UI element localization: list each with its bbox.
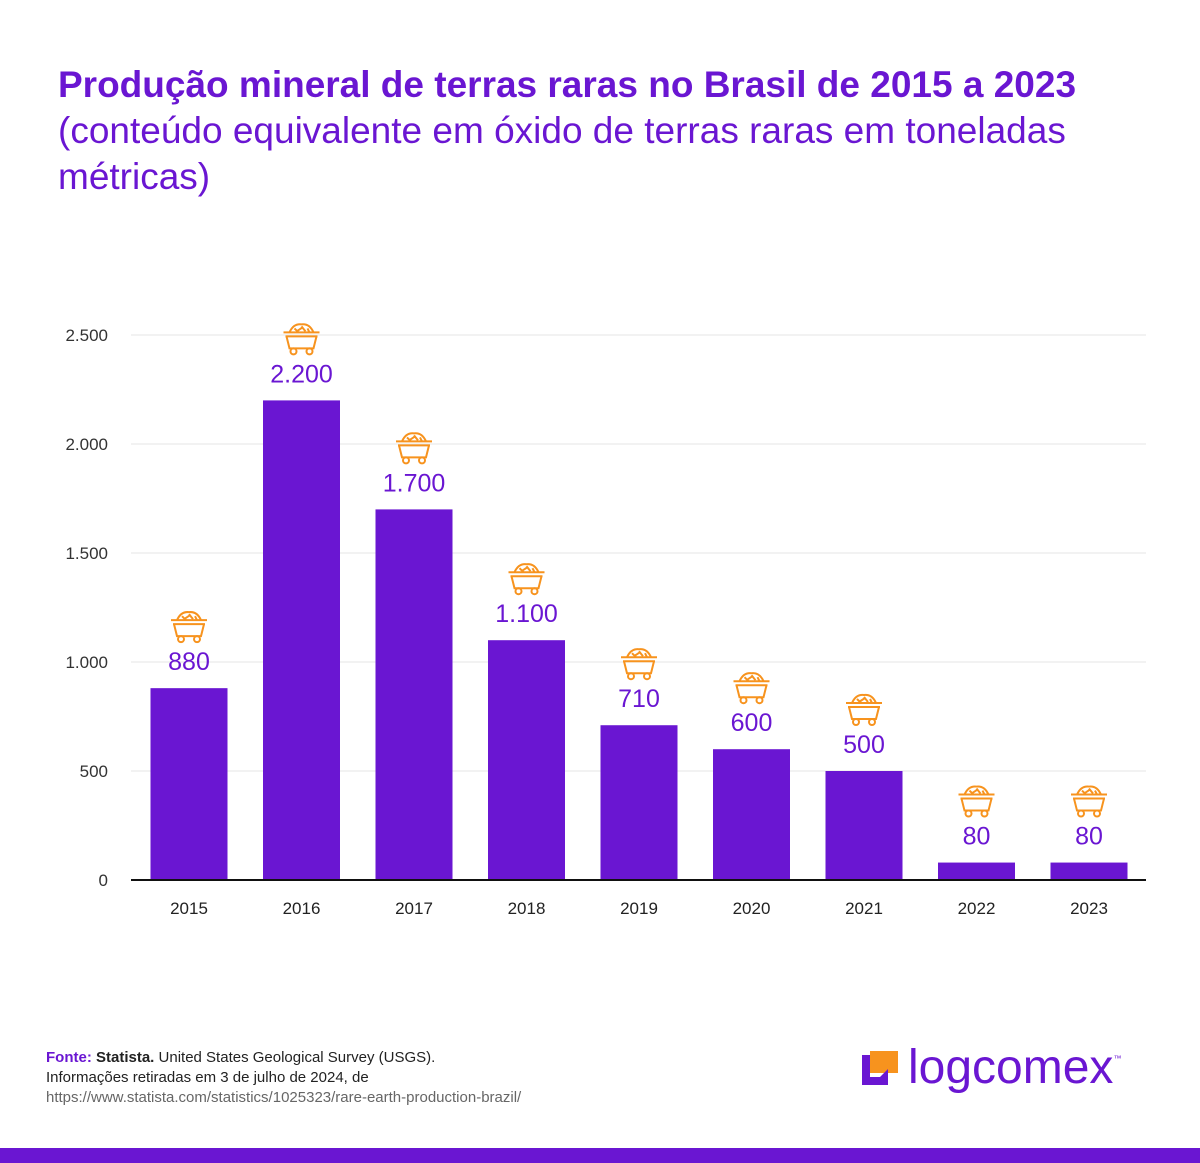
data-label: 80 (1075, 823, 1103, 851)
bar (600, 725, 678, 880)
y-tick-label: 1.000 (65, 653, 108, 672)
mine-cart-icon (508, 563, 545, 596)
mine-cart-icon (283, 323, 320, 356)
y-tick-label: 0 (99, 871, 108, 890)
x-tick-label: 2015 (170, 899, 208, 918)
data-label: 710 (618, 685, 660, 713)
data-label: 1.700 (383, 469, 446, 497)
mine-cart-icon (396, 432, 432, 465)
x-tick-label: 2022 (958, 899, 996, 918)
data-label: 880 (168, 648, 210, 676)
bar (150, 688, 228, 880)
x-tick-label: 2016 (283, 899, 321, 918)
x-tick-label: 2019 (620, 899, 658, 918)
logo-mark-icon (862, 1050, 898, 1085)
source-label: Fonte: (46, 1049, 92, 1066)
data-label: 80 (963, 823, 991, 851)
y-tick-label: 2.500 (65, 326, 108, 345)
data-label: 600 (731, 709, 773, 737)
source-date: Informações retiradas em 3 de julho de 2… (46, 1069, 369, 1086)
x-tick-label: 2020 (733, 899, 771, 918)
mine-cart-icon (171, 611, 207, 644)
data-label: 2.200 (270, 360, 333, 388)
y-tick-label: 1.500 (65, 544, 108, 563)
mine-cart-icon (1071, 785, 1107, 818)
mine-cart-icon (621, 648, 657, 681)
logo-text: logcomex (908, 1041, 1114, 1094)
bar (263, 400, 340, 880)
x-tick-label: 2023 (1070, 899, 1108, 918)
data-label: 1.100 (495, 600, 558, 628)
source-url[interactable]: https://www.statista.com/statistics/1025… (46, 1089, 522, 1106)
x-tick-label: 2017 (395, 899, 433, 918)
x-tick-label: 2021 (845, 899, 883, 918)
bottom-bar (0, 1148, 1200, 1163)
bar (713, 749, 790, 880)
logcomex-logo: logcomex ™ (858, 1040, 1121, 1095)
bar (1050, 862, 1128, 880)
y-tick-label: 2.000 (65, 435, 108, 454)
data-label: 500 (843, 731, 885, 759)
title-subtitle: (conteúdo equivalente em óxido de terras… (58, 110, 1066, 197)
bar (825, 771, 903, 880)
x-tick-label: 2018 (508, 899, 546, 918)
mine-cart-icon (846, 693, 882, 726)
mine-cart-icon (733, 672, 770, 705)
source-note: Fonte: Statista. United States Geologica… (46, 1048, 521, 1108)
bar (488, 640, 565, 880)
source-name: Statista. (96, 1049, 155, 1066)
bar (938, 862, 1015, 880)
bar-chart: 0 500 1.000 1.500 2.000 2.500 880 2015 2.200 2016… (65, 323, 1146, 918)
y-tick-label: 500 (80, 762, 108, 781)
mine-cart-icon (958, 785, 995, 818)
chart-title: Produção mineral de terras raras no Bras… (58, 62, 1098, 200)
title-bold: Produção mineral de terras raras no Bras… (58, 64, 1077, 105)
logo-tm: ™ (1113, 1054, 1122, 1063)
source-rest: United States Geological Survey (USGS). (154, 1049, 436, 1066)
bar (375, 509, 453, 880)
